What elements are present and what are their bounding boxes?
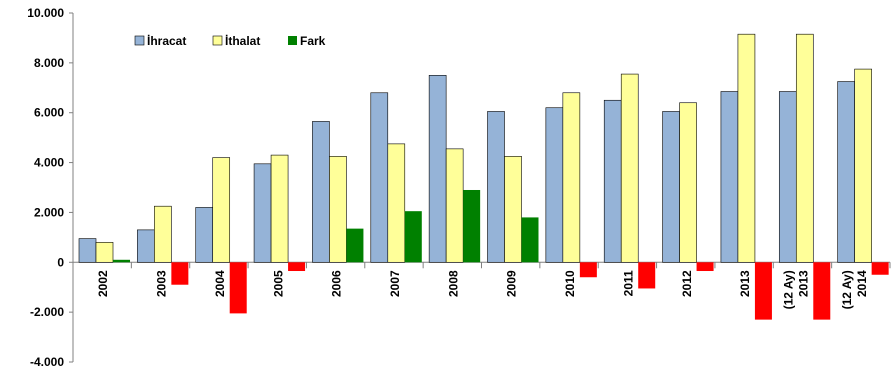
bar-ihracat (370, 92, 389, 263)
y-tick-label: 8.000 (34, 56, 64, 70)
y-tick-label: 2.000 (34, 205, 64, 219)
bar-fark (171, 262, 189, 285)
legend-swatch (212, 35, 223, 46)
bar-ithalat (504, 156, 522, 263)
y-tick-label: -2.000 (30, 305, 64, 319)
bar-ithalat (737, 33, 756, 263)
x-tick-label: 2013 (738, 270, 752, 297)
x-tick-label: 2008 (446, 270, 460, 297)
legend-label: İthalat (225, 33, 260, 48)
y-tick-label: 0 (57, 255, 64, 269)
y-tick-label: 4.000 (34, 156, 64, 170)
bar-fark (346, 228, 364, 263)
x-tick-label: 2007 (388, 270, 402, 297)
x-tick-label: 2012 (680, 270, 694, 297)
legend-label: Fark (300, 34, 326, 48)
x-tick-label: 2011 (621, 270, 635, 296)
bar-ihracat (720, 91, 739, 263)
x-tick-label: 2005 (271, 270, 285, 297)
bar-ithalat (854, 68, 872, 263)
bar-fark (638, 262, 656, 289)
bar-fark (229, 262, 247, 314)
bar-ithalat (154, 205, 172, 263)
bar-fark (521, 217, 539, 263)
bar-fark (813, 262, 831, 320)
bar-ihracat (837, 81, 855, 263)
bar-ihracat (603, 99, 622, 263)
tick-labels: -4.000 -2.000 0 2.000 4.000 6.000 8.000 10.000 2… (27, 6, 869, 369)
x-tick-label: 2013(12 Ay) (781, 270, 810, 309)
x-tick-label: 2010 (563, 270, 577, 297)
bar-ihracat (195, 207, 214, 263)
bar-fark (404, 211, 422, 263)
bar-ihracat (312, 121, 330, 263)
bar-ithalat (562, 92, 581, 263)
bar-ithalat (445, 148, 464, 263)
legend-swatch (288, 36, 297, 45)
bar-ihracat (137, 229, 155, 263)
y-tick-label: 6.000 (34, 106, 64, 120)
bar-ihracat (545, 107, 564, 263)
bar-fark (463, 189, 481, 263)
bar-ihracat (428, 75, 447, 263)
bar-fark (579, 262, 597, 278)
x-tick-label: 2004 (213, 270, 227, 297)
bar-ihracat (78, 238, 97, 263)
x-tick-label: 2003 (155, 270, 169, 297)
y-tick-label: 10.000 (27, 6, 64, 20)
bar-ihracat (253, 163, 272, 263)
bar-ithalat (387, 143, 406, 263)
bar-ihracat (778, 91, 797, 263)
bar-fark (696, 262, 714, 272)
x-tick-label: 2006 (330, 270, 344, 297)
bar-fark (871, 262, 889, 275)
x-tick-label: 2014(12 Ay) (840, 270, 869, 309)
bar-fark (288, 262, 306, 272)
bar-ihracat (662, 111, 680, 263)
bar-ithalat (329, 156, 347, 263)
legend-swatch (134, 35, 145, 46)
bar-fark (754, 262, 772, 320)
bar-ithalat (212, 157, 231, 263)
legend: İhracat İthalat Fark (134, 33, 326, 48)
y-tick-label: -4.000 (30, 355, 64, 369)
bar-ithalat (795, 33, 814, 263)
bar-ithalat (270, 154, 289, 263)
bar-ithalat (620, 73, 639, 263)
x-tick-label: 2002 (96, 270, 110, 297)
x-tick-label: 2009 (505, 270, 519, 297)
bar-ithalat (95, 242, 114, 263)
bar-ihracat (487, 111, 505, 263)
legend-label: İhracat (147, 33, 186, 48)
bars (78, 33, 889, 320)
bar-ithalat (679, 102, 697, 263)
bar-fark (113, 259, 130, 263)
